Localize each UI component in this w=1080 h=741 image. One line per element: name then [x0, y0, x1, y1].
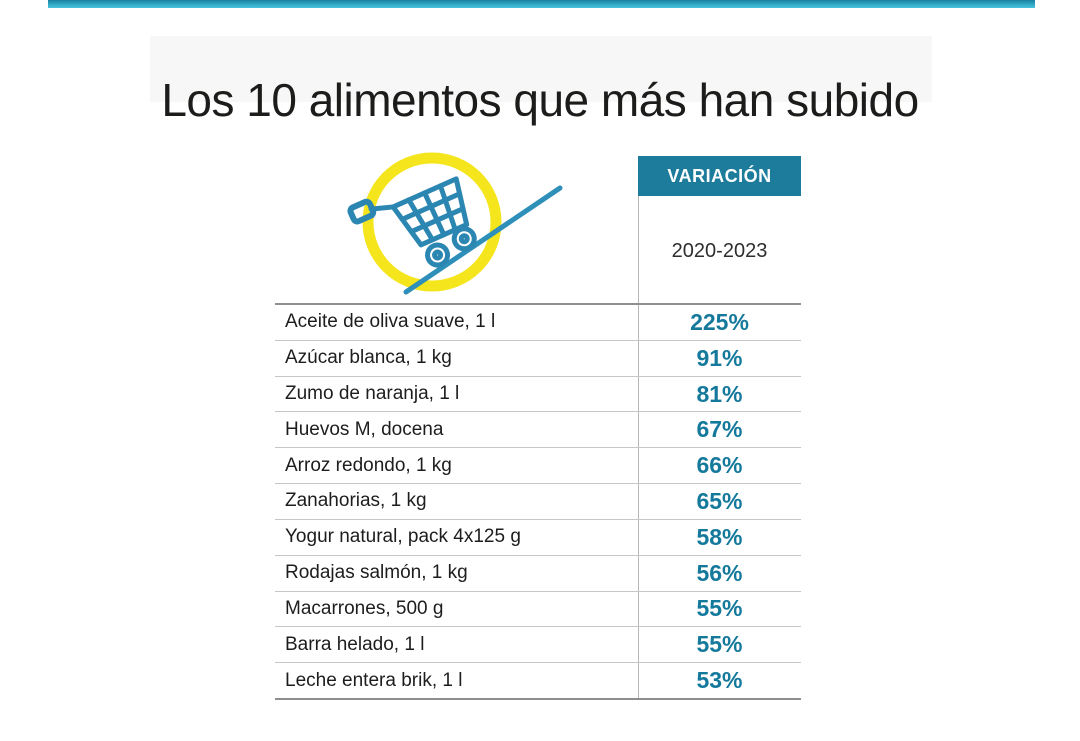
food-item-label: Macarrones, 500 g [285, 597, 444, 619]
food-item-label: Aceite de oliva suave, 1 l [285, 311, 496, 333]
food-item-label: Zumo de naranja, 1 l [285, 383, 460, 405]
table-row: Huevos M, docena 67% [275, 412, 801, 449]
table-row: Rodajas salmón, 1 kg 56% [275, 556, 801, 592]
food-item-label: Leche entera brik, 1 l [285, 669, 463, 691]
food-item-label: Zanahorias, 1 kg [285, 490, 427, 512]
variation-value: 55% [696, 631, 743, 658]
table-row: Leche entera brik, 1 l 53% [275, 663, 801, 698]
variation-value: 56% [696, 559, 743, 586]
variation-value: 58% [696, 523, 743, 550]
table-row: Zanahorias, 1 kg 65% [275, 484, 801, 520]
shopping-cart-graphic [347, 152, 563, 295]
variation-header-label: VARIACIÓN [667, 165, 772, 186]
variation-value: 55% [696, 595, 743, 622]
variation-value: 53% [696, 667, 743, 694]
variation-period-label: 2020-2023 [671, 240, 768, 262]
variation-value: 91% [696, 344, 743, 371]
yellow-circle-icon [362, 152, 502, 292]
food-item-label: Arroz redondo, 1 kg [285, 454, 452, 476]
variation-value: 81% [696, 380, 743, 407]
variation-value: 225% [690, 308, 749, 335]
table-row: Barra helado, 1 l 55% [275, 627, 801, 664]
top-accent-bar [48, 0, 1035, 8]
variation-value: 66% [696, 452, 743, 479]
table-row: Yogur natural, pack 4x125 g 58% [275, 520, 801, 556]
table-row: Macarrones, 500 g 55% [275, 592, 801, 628]
shopping-cart-icon [347, 176, 477, 268]
table-row: Arroz redondo, 1 kg 66% [275, 448, 801, 485]
food-item-label: Huevos M, docena [285, 418, 444, 440]
variation-column-header: VARIACIÓN [638, 156, 801, 196]
food-item-label: Rodajas salmón, 1 kg [285, 562, 468, 584]
table-row: Zumo de naranja, 1 l 81% [275, 377, 801, 413]
food-item-label: Yogur natural, pack 4x125 g [285, 526, 521, 548]
table-row: Aceite de oliva suave, 1 l 225% [275, 305, 801, 341]
food-item-label: Azúcar blanca, 1 kg [285, 347, 452, 369]
title-background-band [150, 36, 932, 102]
variation-value: 67% [696, 416, 743, 443]
rising-ramp-icon [403, 185, 563, 295]
variation-value: 65% [696, 487, 743, 514]
table-row: Azúcar blanca, 1 kg 91% [275, 341, 801, 377]
page-title: Los 10 alimentos que más han subido [161, 73, 919, 126]
food-table-body: Aceite de oliva suave, 1 l 225% Azúcar bla… [275, 303, 801, 700]
food-item-label: Barra helado, 1 l [285, 633, 425, 655]
